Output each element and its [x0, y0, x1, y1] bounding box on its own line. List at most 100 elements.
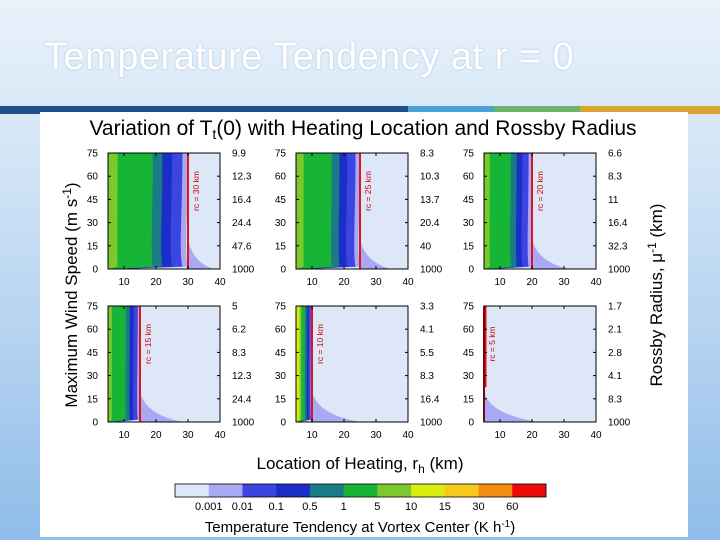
contour-band — [296, 153, 332, 269]
rossby-tick-label: 12.3 — [232, 172, 252, 183]
rossby-tick-label: 10.3 — [420, 172, 440, 183]
y-tick-label: 0 — [280, 265, 286, 276]
y-tick-label: 75 — [463, 149, 475, 160]
rossby-tick-label: 32.3 — [608, 241, 628, 252]
x-tick-label: 10 — [306, 277, 318, 288]
y-tick-label: 75 — [87, 302, 99, 313]
rossby-tick-label: 8.3 — [420, 371, 434, 382]
colorbar-frame — [174, 483, 547, 498]
x-tick-label: 40 — [402, 277, 414, 288]
rossby-tick-label: 1000 — [232, 418, 255, 429]
rossby-tick-label: 16.4 — [420, 394, 440, 405]
rossby-tick-label: 6.2 — [232, 325, 246, 336]
x-tick-label: 10 — [306, 430, 318, 441]
colorbar-swatch — [276, 484, 311, 497]
y-tick-label: 0 — [92, 418, 98, 429]
x-tick-label: 20 — [526, 430, 538, 441]
rossby-tick-label: 8.3 — [420, 149, 434, 160]
colorbar-swatch — [208, 484, 243, 497]
y-tick-label: 30 — [87, 371, 99, 382]
y-tick-label: 75 — [275, 149, 287, 160]
rossby-tick-label: 24.4 — [232, 218, 252, 229]
y-tick-label: 45 — [463, 348, 475, 359]
rossby-tick-label: 8.3 — [608, 172, 622, 183]
colorbar-swatch — [175, 484, 210, 497]
y-tick-label: 15 — [275, 241, 287, 252]
y-tick-label: 60 — [275, 172, 287, 183]
x-tick-label: 10 — [118, 430, 130, 441]
rc-label: rc = 20 km — [535, 171, 545, 211]
accent-segment — [408, 106, 494, 114]
x-tick-label: 10 — [494, 430, 506, 441]
y-axis-title: Maximum Wind Speed (m s-1) — [60, 182, 81, 407]
y-tick-label: 30 — [87, 218, 99, 229]
rossby-tick-label: 1000 — [420, 265, 443, 276]
panel: rc = 15 km 0 1000 15 24.4 30 12.3 45 8.3 60 6.2 75 5… — [87, 302, 255, 442]
colorbar-tick-label: 0.1 — [269, 501, 284, 513]
y2-axis-title: Rossby Radius, μ-1 (km) — [645, 204, 666, 387]
y-tick-label: 15 — [463, 394, 475, 405]
contour-band — [108, 306, 112, 422]
rossby-tick-label: 8.3 — [232, 348, 246, 359]
colorbar-swatch — [512, 484, 547, 497]
x-tick-label: 30 — [558, 430, 570, 441]
colorbar-tick-label: 5 — [374, 501, 380, 513]
x-tick-label: 20 — [338, 430, 350, 441]
fan-region — [484, 389, 540, 422]
y-tick-label: 15 — [87, 394, 99, 405]
rossby-tick-label: 16.4 — [608, 218, 628, 229]
y-tick-label: 60 — [463, 172, 475, 183]
rossby-tick-label: 2.8 — [608, 348, 622, 359]
panel: rc = 20 km 0 1000 15 32.3 30 16.4 45 11 60 8.3 75 6.… — [463, 149, 631, 289]
panel: rc = 5 km 0 1000 15 8.3 30 4.1 45 2.8 60 2.1 75 1.7 1… — [463, 302, 631, 442]
rossby-tick-label: 1000 — [608, 265, 631, 276]
y-tick-label: 0 — [280, 418, 286, 429]
x-tick-label: 40 — [214, 277, 226, 288]
colorbar-tick-label: 0.01 — [232, 501, 253, 513]
panel-frame — [483, 152, 597, 270]
colorbar-tick-label: 10 — [405, 501, 417, 513]
accent-segment — [494, 106, 580, 114]
panel-background — [484, 306, 596, 422]
colorbar-swatch — [242, 484, 277, 497]
y-tick-label: 45 — [87, 348, 99, 359]
colorbar: 0.001 0.01 0.1 0.5 1 5 10 15 30 60 — [174, 483, 547, 513]
rossby-tick-label: 11 — [608, 195, 619, 206]
rossby-tick-label: 12.3 — [232, 371, 252, 382]
contour-band — [296, 153, 304, 269]
contour-band — [108, 153, 118, 269]
contour-band — [484, 153, 511, 269]
rossby-tick-label: 6.6 — [608, 149, 622, 160]
rossby-tick-label: 3.3 — [420, 302, 434, 313]
fan-region — [360, 236, 392, 269]
y-tick-label: 15 — [275, 394, 287, 405]
rossby-tick-label: 5.5 — [420, 348, 434, 359]
y-tick-label: 0 — [468, 265, 474, 276]
colorbar-tick-label: 15 — [439, 501, 451, 513]
rossby-tick-label: 1000 — [608, 418, 631, 429]
accent-segment — [580, 106, 720, 114]
rossby-tick-label: 4.1 — [420, 325, 434, 336]
colorbar-swatch — [411, 484, 446, 497]
x-tick-label: 30 — [370, 277, 382, 288]
colorbar-swatch — [444, 484, 479, 497]
figure-title: Variation of Tt(0) with Heating Location… — [89, 117, 636, 142]
x-tick-label: 20 — [338, 277, 350, 288]
x-tick-label: 40 — [590, 430, 602, 441]
rossby-tick-label: 20.4 — [420, 218, 440, 229]
panel-frame — [483, 305, 597, 423]
rossby-tick-label: 2.1 — [608, 325, 622, 336]
contour-band — [485, 306, 487, 388]
y-tick-label: 45 — [275, 195, 287, 206]
title-accent-bar — [0, 106, 720, 114]
panel: rc = 25 km 0 1000 15 40 30 20.4 45 13.7 60 10.3 75 8… — [275, 149, 443, 289]
y-tick-label: 15 — [87, 241, 99, 252]
rossby-tick-label: 1.7 — [608, 302, 622, 313]
x-tick-label: 10 — [118, 277, 130, 288]
colorbar-swatch — [478, 484, 513, 497]
panel-frame — [295, 305, 409, 423]
y-tick-label: 30 — [275, 371, 287, 382]
colorbar-tick-label: 60 — [506, 501, 518, 513]
contour-band — [108, 306, 126, 422]
